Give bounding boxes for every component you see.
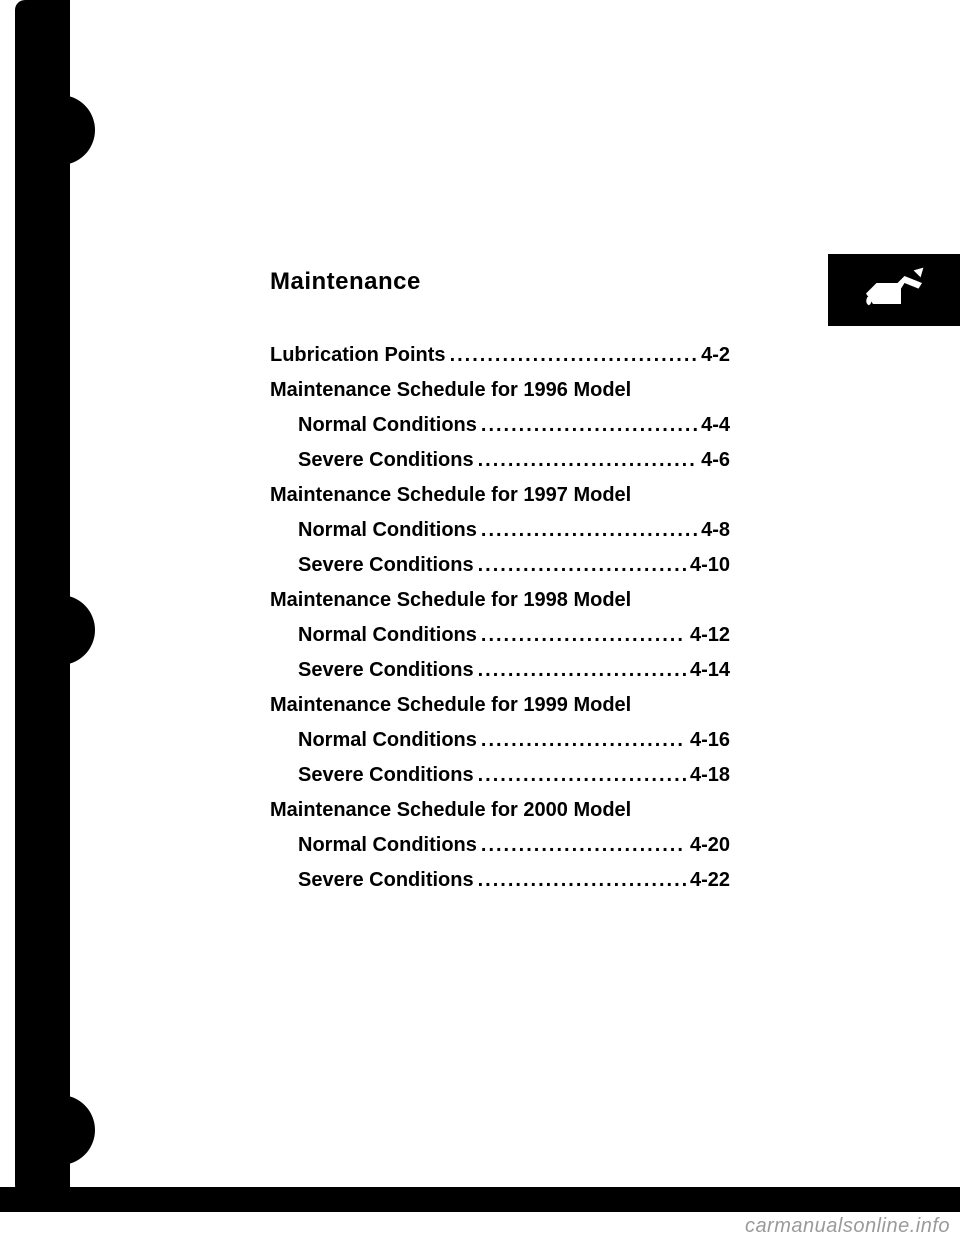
toc-label: Severe Conditions xyxy=(298,863,474,898)
toc-list: Lubrication Points 4-2 Maintenance Schedul… xyxy=(270,338,730,898)
toc-line: Maintenance Schedule for 1999 Model xyxy=(270,688,730,723)
toc-leader-dots xyxy=(481,408,697,443)
toc-line: Maintenance Schedule for 1997 Model xyxy=(270,478,730,513)
toc-page-number: 4-6 xyxy=(701,443,730,478)
toc-line: Lubrication Points 4-2 xyxy=(270,338,730,373)
toc-page-number: 4-8 xyxy=(701,513,730,548)
toc-label: Maintenance Schedule for 1997 Model xyxy=(270,478,631,513)
toc-page-number: 4-12 xyxy=(690,618,730,653)
toc-leader-dots xyxy=(478,653,686,688)
toc-page-number: 4-20 xyxy=(690,828,730,863)
toc-label: Maintenance Schedule for 2000 Model xyxy=(270,793,631,828)
toc-leader-dots xyxy=(481,723,686,758)
toc-line: Severe Conditions 4-6 xyxy=(270,443,730,478)
toc-content: Maintenance Lubrication Points 4-2 Mainten… xyxy=(270,268,730,898)
toc-page-number: 4-22 xyxy=(690,863,730,898)
toc-page-number: 4-2 xyxy=(701,338,730,373)
toc-label: Normal Conditions xyxy=(298,723,477,758)
toc-line: Severe Conditions 4-22 xyxy=(270,863,730,898)
page-bottom-bar xyxy=(0,1187,960,1212)
watermark-text: carmanualsonline.info xyxy=(745,1215,950,1238)
toc-line: Severe Conditions 4-10 xyxy=(270,548,730,583)
toc-page-number: 4-10 xyxy=(690,548,730,583)
toc-line: Severe Conditions 4-18 xyxy=(270,758,730,793)
toc-leader-dots xyxy=(478,548,686,583)
binder-ring-icon xyxy=(25,95,95,165)
toc-label: Normal Conditions xyxy=(298,408,477,443)
toc-leader-dots xyxy=(478,758,686,793)
toc-line: Maintenance Schedule for 1996 Model xyxy=(270,373,730,408)
toc-page-number: 4-14 xyxy=(690,653,730,688)
manual-page: Maintenance Lubrication Points 4-2 Mainten… xyxy=(0,0,960,1242)
toc-label: Severe Conditions xyxy=(298,443,474,478)
section-title: Maintenance xyxy=(270,268,730,296)
toc-leader-dots xyxy=(481,618,686,653)
toc-line: Normal Conditions 4-8 xyxy=(270,513,730,548)
toc-line: Severe Conditions 4-14 xyxy=(270,653,730,688)
section-tab xyxy=(828,254,960,326)
toc-label: Severe Conditions xyxy=(298,653,474,688)
toc-line: Normal Conditions 4-12 xyxy=(270,618,730,653)
toc-line: Normal Conditions 4-4 xyxy=(270,408,730,443)
toc-line: Normal Conditions 4-16 xyxy=(270,723,730,758)
oil-can-icon xyxy=(859,262,929,318)
toc-leader-dots xyxy=(478,863,686,898)
toc-label: Normal Conditions xyxy=(298,828,477,863)
toc-page-number: 4-4 xyxy=(701,408,730,443)
toc-label: Lubrication Points xyxy=(270,338,446,373)
toc-leader-dots xyxy=(481,513,697,548)
toc-leader-dots xyxy=(450,338,698,373)
toc-leader-dots xyxy=(478,443,697,478)
toc-label: Severe Conditions xyxy=(298,758,474,793)
binder-ring-icon xyxy=(25,1095,95,1165)
toc-line: Normal Conditions 4-20 xyxy=(270,828,730,863)
toc-leader-dots xyxy=(481,828,686,863)
toc-label: Maintenance Schedule for 1998 Model xyxy=(270,583,631,618)
toc-label: Normal Conditions xyxy=(298,513,477,548)
toc-page-number: 4-18 xyxy=(690,758,730,793)
toc-label: Maintenance Schedule for 1999 Model xyxy=(270,688,631,723)
toc-label: Normal Conditions xyxy=(298,618,477,653)
toc-page-number: 4-16 xyxy=(690,723,730,758)
toc-line: Maintenance Schedule for 2000 Model xyxy=(270,793,730,828)
binder-ring-icon xyxy=(25,595,95,665)
toc-label: Severe Conditions xyxy=(298,548,474,583)
toc-label: Maintenance Schedule for 1996 Model xyxy=(270,373,631,408)
toc-line: Maintenance Schedule for 1998 Model xyxy=(270,583,730,618)
